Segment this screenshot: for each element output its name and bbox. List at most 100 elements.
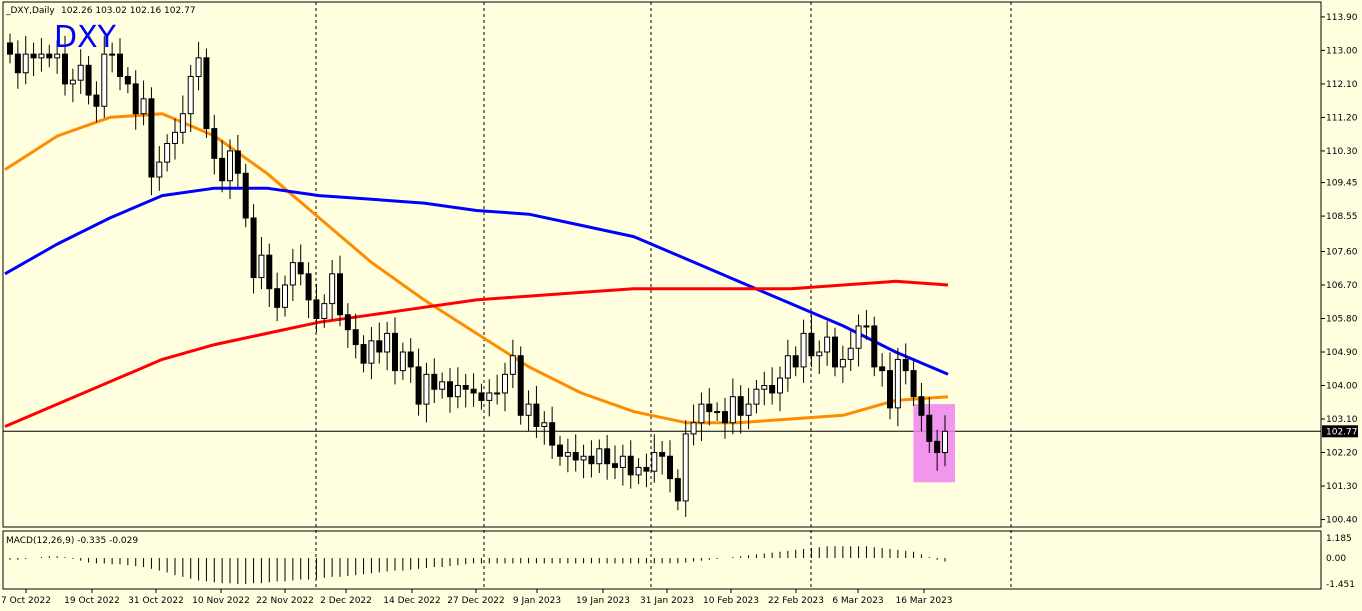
candle — [926, 397, 933, 453]
candle-body — [360, 344, 367, 364]
y-tick-label: 103.10 — [1326, 415, 1358, 425]
candle — [14, 40, 21, 89]
candle — [706, 388, 713, 426]
candle-body — [745, 403, 752, 416]
candle — [619, 444, 626, 486]
candle-body — [604, 448, 611, 465]
candle-body — [274, 288, 281, 308]
candle — [117, 38, 123, 91]
candle-body — [761, 385, 768, 390]
candle-body — [14, 53, 21, 74]
candle-body — [179, 113, 186, 133]
candle — [69, 68, 76, 103]
candle — [643, 453, 650, 488]
candle — [918, 382, 925, 432]
candle-body — [38, 53, 45, 59]
candle-body — [934, 440, 941, 454]
candle-body — [282, 284, 288, 308]
candle-body — [368, 340, 375, 364]
candle-body — [337, 273, 343, 316]
y-tick-label: 101.30 — [1326, 482, 1358, 492]
candle-body — [344, 314, 351, 331]
y-tick-label: 109.45 — [1326, 179, 1358, 189]
candle-body — [392, 332, 398, 372]
big-symbol-label: DXY — [54, 20, 117, 55]
candle — [847, 330, 854, 371]
candle-body — [117, 53, 123, 77]
candle — [266, 243, 273, 307]
candle — [863, 309, 870, 340]
candle-body — [470, 388, 477, 394]
axes: 113.90 113.00 112.10 111.20 110.30 109.45 108.… — [1, 13, 1358, 606]
candle — [93, 81, 100, 123]
candle-body — [612, 463, 618, 468]
candle-body — [266, 254, 273, 290]
candle-body — [635, 466, 642, 476]
candle-body — [46, 53, 53, 59]
candle-body — [211, 128, 218, 159]
y-tick-label: 106.70 — [1326, 281, 1358, 291]
candle-body — [203, 57, 210, 130]
candle — [30, 42, 37, 77]
candle-body — [918, 396, 925, 416]
candle — [132, 70, 139, 130]
candle-body — [352, 329, 359, 346]
macd-tick-high: 1.185 — [1326, 534, 1352, 544]
y-tick-label: 104.00 — [1326, 382, 1358, 392]
candle — [769, 367, 776, 405]
candle — [745, 388, 752, 430]
candle-body — [839, 358, 846, 368]
candle-body — [533, 403, 540, 427]
x-tick-label: 22 Feb 2023 — [768, 596, 824, 606]
candle — [164, 134, 171, 172]
y-tick-label: 111.20 — [1326, 113, 1358, 123]
x-tick-label: 6 Mar 2023 — [832, 596, 883, 606]
candle — [533, 385, 540, 439]
candle — [439, 372, 446, 399]
candle — [77, 49, 84, 94]
candle-body — [674, 478, 681, 502]
candle — [7, 33, 13, 64]
candle — [879, 353, 886, 387]
candle-body — [863, 325, 870, 328]
moving-average-lines — [4, 112, 949, 428]
candle-body — [227, 150, 233, 182]
candle — [698, 392, 705, 441]
candle-body — [580, 455, 587, 461]
candle — [321, 294, 328, 328]
candle — [564, 438, 571, 473]
candle — [596, 439, 603, 474]
candle — [219, 140, 226, 193]
candle-body — [486, 392, 493, 401]
candle — [352, 313, 359, 359]
candle-body — [698, 403, 705, 424]
candle-body — [54, 53, 61, 59]
candle — [376, 322, 383, 364]
candle — [305, 262, 312, 319]
candle — [588, 440, 595, 478]
candle-body — [643, 466, 650, 472]
candle-body — [462, 385, 469, 390]
candle-body — [407, 351, 414, 368]
candle — [156, 146, 163, 191]
candle — [274, 272, 281, 322]
candle — [462, 373, 469, 408]
candle-body — [722, 411, 728, 424]
candle-body — [910, 370, 917, 398]
candle-body — [667, 455, 673, 480]
candle — [195, 41, 202, 91]
y-tick-label: 100.40 — [1326, 516, 1358, 526]
candle — [800, 319, 807, 383]
symbol-timeframe: _DXY,Daily — [5, 6, 55, 16]
x-tick-label: 22 Nov 2022 — [256, 596, 314, 606]
candle-body — [525, 403, 532, 416]
candle-body — [808, 332, 815, 357]
candle — [729, 378, 736, 435]
candle — [651, 434, 658, 483]
candle — [211, 114, 218, 175]
candle-body — [588, 455, 595, 465]
candle — [140, 80, 147, 126]
candle-body — [942, 430, 948, 454]
